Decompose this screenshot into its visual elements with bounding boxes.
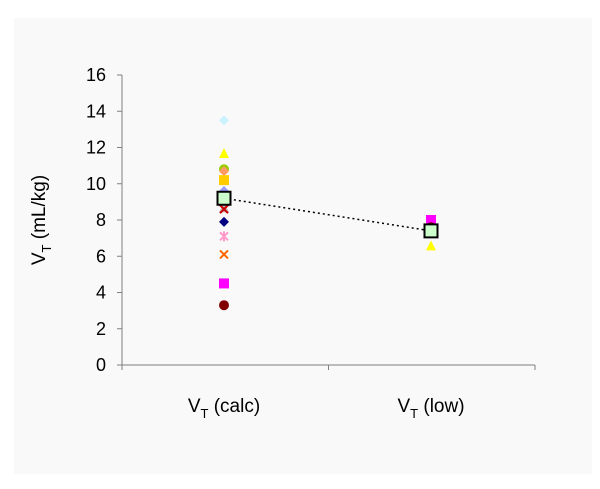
data-point-triangle [219, 202, 229, 213]
axes [117, 74, 536, 370]
x-category-main: V [397, 396, 410, 417]
chart-background-panel [14, 18, 592, 474]
data-point-diamond [219, 216, 229, 227]
data-point-square [426, 215, 436, 225]
data-point-square [219, 175, 229, 186]
data-point-star [219, 231, 229, 242]
y-axis-title-main: V [29, 252, 50, 265]
x-category-subscript: T [410, 406, 418, 421]
y-axis-title-rest: (mL/kg) [29, 175, 50, 245]
y-axis-title: VT (mL/kg) [29, 175, 54, 265]
x-category-rest: (calc) [208, 396, 260, 417]
y-tick-label: 4 [96, 283, 106, 303]
x-category-main: V [188, 396, 201, 417]
y-axis-title-subscript: T [39, 244, 54, 252]
y-tick-label: 2 [96, 319, 106, 339]
y-tick-label: 6 [96, 246, 106, 266]
data-point-x [219, 204, 229, 214]
data-point-triangle [426, 240, 436, 251]
y-tick-label: 10 [86, 174, 106, 194]
y-tick-label: 12 [86, 138, 106, 158]
data-point-circle [219, 300, 229, 311]
mean-line [223, 197, 432, 232]
y-tick-label: 8 [96, 210, 106, 230]
x-category-label: VT (calc) [188, 396, 260, 421]
mean-dotted-line [223, 197, 432, 232]
x-category-label: VT (low) [397, 396, 464, 421]
y-tick-label: 14 [86, 101, 106, 121]
data-points [219, 115, 436, 311]
data-point-diamond [219, 115, 229, 126]
data-point-x [219, 249, 229, 260]
data-point-diamond [219, 166, 229, 177]
mean-point-square [216, 190, 232, 206]
data-point-triangle [219, 147, 229, 158]
mean-point-square [423, 223, 439, 239]
data-point-square [219, 278, 229, 289]
y-tick-label: 0 [96, 355, 106, 375]
x-category-subscript: T [201, 406, 209, 421]
x-category-rest: (low) [418, 396, 464, 417]
y-tick-label: 16 [86, 65, 106, 85]
mean-markers [216, 190, 439, 239]
